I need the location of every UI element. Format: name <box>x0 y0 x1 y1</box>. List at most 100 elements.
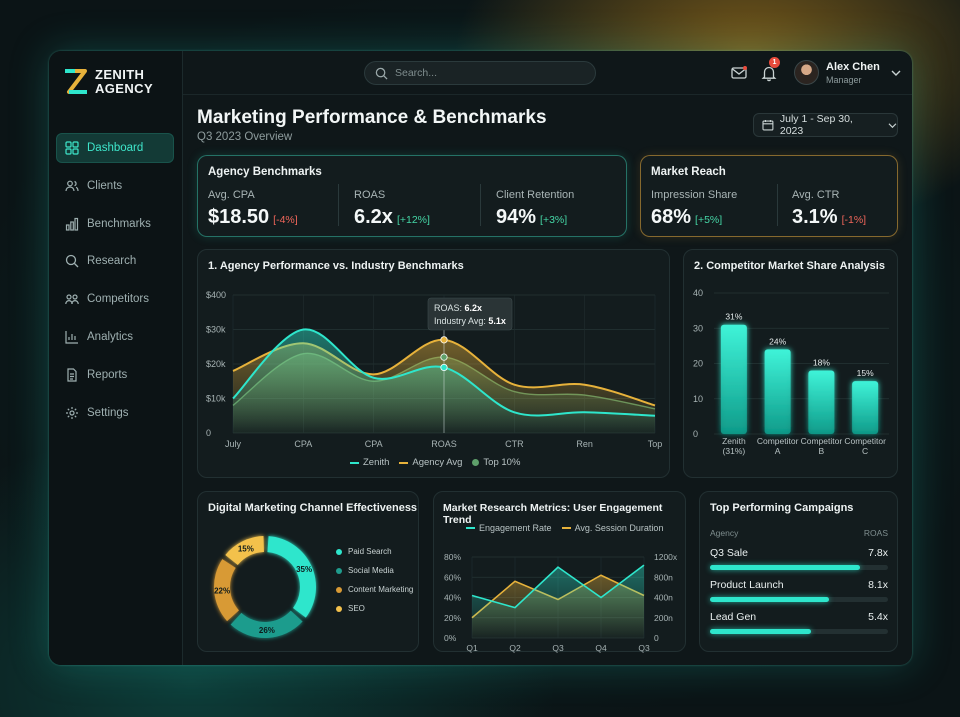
divider <box>777 184 778 226</box>
x-tick-label: Q2 <box>509 643 521 653</box>
sidebar-item-dashboard[interactable]: Dashboard <box>56 133 174 163</box>
mail-icon[interactable] <box>730 64 748 82</box>
x-tick-label: Top <box>648 439 663 449</box>
engagement-trend-card: Market Research Metrics: User Engagement… <box>433 491 687 653</box>
sidebar-item-label: Analytics <box>87 330 134 343</box>
kpi-label: Client Retention <box>496 189 575 201</box>
analytics-icon <box>65 330 78 344</box>
sidebar-item-research[interactable]: Research <box>56 246 174 276</box>
legend-item-social-media: Social Media <box>336 561 413 580</box>
donut-slice-social-media <box>230 610 303 638</box>
sidebar-item-label: Clients <box>87 179 123 192</box>
date-range-picker[interactable]: July 1 - Sep 30, 2023 <box>753 113 898 137</box>
card-title: Market Reach <box>651 166 726 178</box>
sidebar-item-label: Settings <box>87 406 129 419</box>
tooltip-label: Industry Avg: <box>434 316 488 326</box>
y-tick-label: $30k <box>206 325 226 335</box>
chart-title: Digital Marketing Channel Effectiveness <box>208 502 418 514</box>
campaign-row[interactable]: Q3 Sale 7.8x <box>710 547 888 570</box>
search-box[interactable] <box>364 61 596 85</box>
y-tick-label: $10k <box>206 394 226 404</box>
users-icon <box>65 180 79 191</box>
campaign-name: Product Launch <box>710 579 784 591</box>
bar <box>764 349 791 434</box>
x-tick-label: Zenith <box>722 436 746 446</box>
y-tick-label: 0 <box>693 429 698 439</box>
kpi-value: 6.2x <box>354 206 393 228</box>
y-left-tick-label: 80% <box>444 552 461 562</box>
sidebar-item-reports[interactable]: Reports <box>56 360 174 390</box>
kpi-label: Avg. CPA <box>208 189 255 201</box>
avatar[interactable] <box>794 60 819 85</box>
bar-chart-icon <box>65 217 79 231</box>
card-title: Agency Benchmarks <box>208 166 322 178</box>
tooltip-label: ROAS: <box>434 303 465 313</box>
sidebar-item-label: Competitors <box>87 293 149 306</box>
column-roas: ROAS <box>863 528 888 538</box>
tooltip-value: 5.1x <box>488 316 506 326</box>
channel-donut-chart[interactable]: 35% 26% 22% 15% <box>200 522 330 652</box>
campaign-row[interactable]: Lead Gen 5.4x <box>710 611 888 634</box>
sidebar-item-competitors[interactable]: Competitors <box>56 284 174 314</box>
x-tick-label: Q4 <box>595 643 607 653</box>
kpi-value: 68% <box>651 206 692 228</box>
search-icon <box>375 67 388 80</box>
agency-performance-chart[interactable]: 0 $10k $20k $30k $400 July CPA CPA ROAS CTR Ren Top… <box>198 250 671 479</box>
x-tick-label: Q3 <box>552 643 564 653</box>
y-tick-label: 40 <box>693 288 703 298</box>
campaign-progress-fill <box>710 565 860 570</box>
calendar-icon <box>762 120 774 131</box>
campaign-roas: 8.1x <box>868 579 888 591</box>
sidebar-item-benchmarks[interactable]: Benchmarks <box>56 209 174 239</box>
agency-benchmarks-card: Agency Benchmarks Avg. CPA $18.50 [-4%] R… <box>197 155 627 237</box>
document-icon <box>67 368 77 382</box>
sidebar-item-settings[interactable]: Settings <box>56 398 174 428</box>
x-tick-label: (31%) <box>723 446 746 456</box>
x-tick-label: Competitor <box>801 436 843 446</box>
engagement-trend-chart[interactable]: 0% 0 20% 200n 40% 400n 60% 800n 80% 1200x Q1 Q2 Q3 Q4… <box>434 492 687 653</box>
slice-label: 22% <box>214 586 230 595</box>
bell-icon[interactable] <box>760 64 778 82</box>
plot-area: 0% 0 20% 200n 40% 400n 60% 800n 80% 1200x Q1 Q2 Q3 Q4… <box>444 552 678 653</box>
gear-icon <box>66 406 78 419</box>
x-tick-label: CPA <box>365 439 383 449</box>
campaign-progress <box>710 629 888 634</box>
chart-title: Market Research Metrics: User Engagement… <box>443 502 663 526</box>
legend-item-paid-search: Paid Search <box>336 542 413 561</box>
kpi-delta: [+3%] <box>540 214 568 226</box>
campaign-progress-fill <box>710 597 830 602</box>
competitor-share-chart[interactable]: 01020304031%Zenith(31%)24%CompetitorA18%… <box>684 250 899 479</box>
y-tick-label: 20 <box>693 359 703 369</box>
campaign-progress <box>710 565 888 570</box>
divider <box>338 184 339 226</box>
x-tick-label: July <box>225 439 242 449</box>
y-tick-label: $400 <box>206 290 226 300</box>
campaign-name: Lead Gen <box>710 611 757 623</box>
x-tick-label: A <box>775 446 781 456</box>
chevron-down-icon[interactable] <box>891 69 901 77</box>
x-tick-label: B <box>819 446 825 456</box>
kpi-impression-share: Impression Share 68% [+5%] <box>651 189 737 229</box>
sidebar-item-clients[interactable]: Clients <box>56 171 174 201</box>
kpi-value: 94% <box>496 206 537 228</box>
sidebar-item-label: Research <box>87 255 137 268</box>
bar-value-label: 18% <box>813 358 830 368</box>
x-tick-label: CPA <box>294 439 312 449</box>
people-icon <box>65 294 79 305</box>
chart-legend: Engagement Rate Avg. Session Duration <box>466 523 663 533</box>
kpi-label: Impression Share <box>651 189 738 201</box>
campaign-progress-fill <box>710 629 812 634</box>
campaign-row[interactable]: Product Launch 8.1x <box>710 579 888 602</box>
donut-slice-seo <box>225 536 264 566</box>
user-name[interactable]: Alex Chen <box>826 61 880 73</box>
competitor-share-card: 2. Competitor Market Share Analysis 0 10 2… <box>683 249 898 478</box>
kpi-delta: [+5%] <box>695 214 723 226</box>
y-left-tick-label: 0% <box>444 633 457 643</box>
y-tick-label: 30 <box>693 323 703 333</box>
legend-item-session-duration: Avg. Session Duration <box>561 523 663 533</box>
bar-value-label: 24% <box>769 336 786 346</box>
kpi-client-retention: Client Retention 94% [+3%] <box>496 189 574 229</box>
sidebar-item-analytics[interactable]: Analytics <box>56 322 174 352</box>
brand-logo[interactable]: ZENITH AGENCY <box>63 68 153 96</box>
search-input[interactable] <box>395 67 585 79</box>
